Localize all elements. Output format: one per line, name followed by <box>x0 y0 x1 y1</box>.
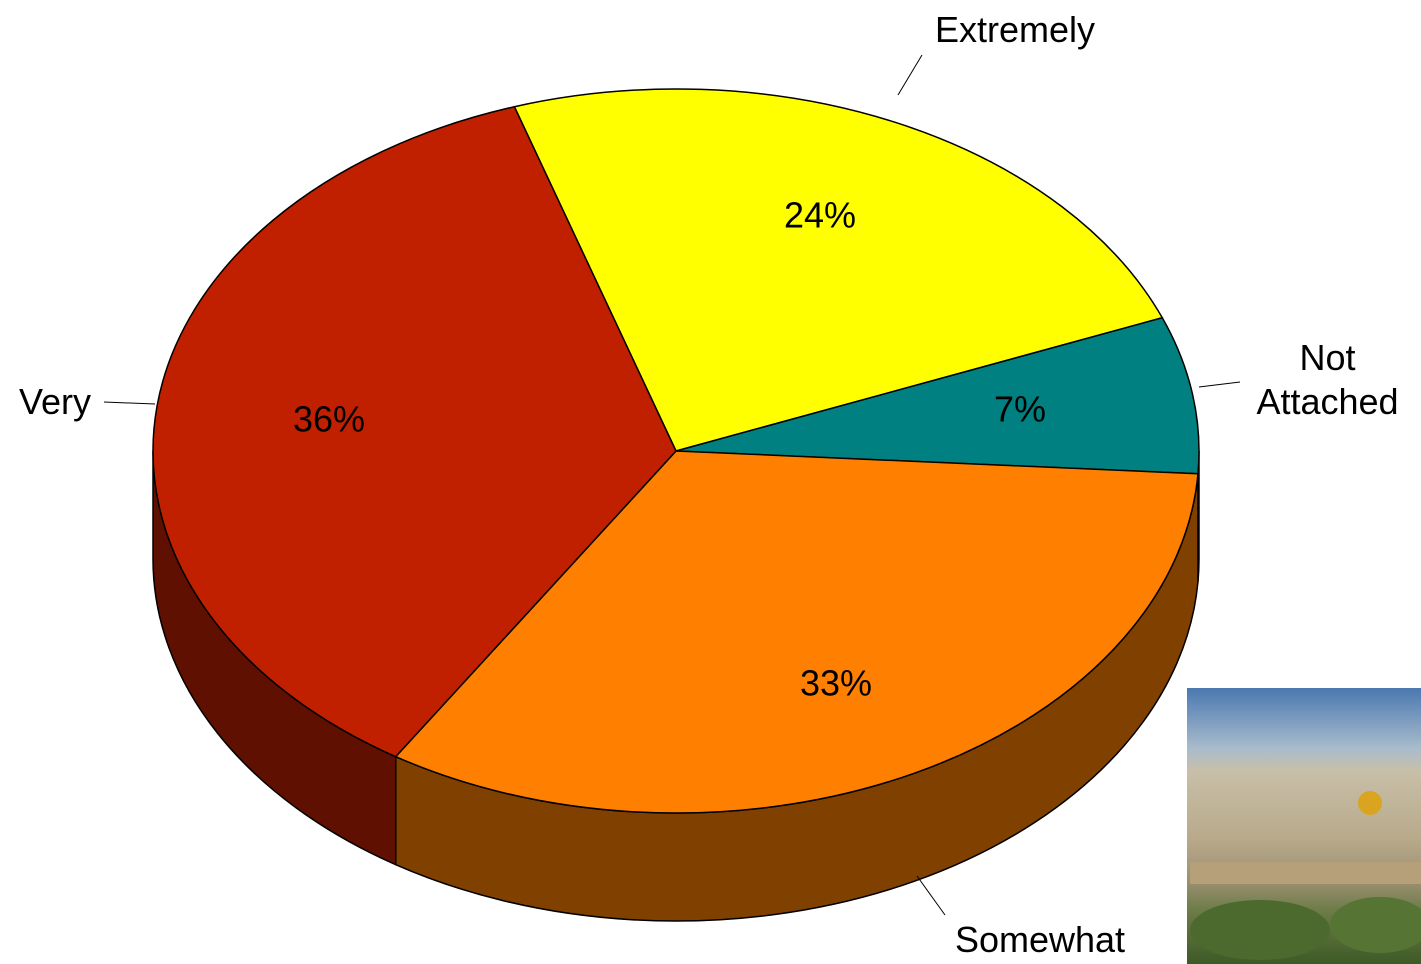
slice <box>394 450 1199 814</box>
value-label: 33% <box>800 663 872 704</box>
photo-tree <box>1190 900 1330 960</box>
category-label: Not Attached <box>1256 337 1399 422</box>
value-label: 7% <box>994 389 1046 430</box>
leader-line <box>1198 381 1241 388</box>
photo-dome <box>1358 791 1382 815</box>
photo-tree <box>1330 897 1421 953</box>
category-label: Extremely <box>934 9 1096 50</box>
photo <box>1187 688 1421 964</box>
leader-line <box>916 875 946 916</box>
slice <box>513 88 1164 452</box>
photo-wall <box>1190 862 1421 884</box>
value-label: 36% <box>293 399 365 440</box>
slice <box>152 105 677 758</box>
slice <box>675 316 1200 475</box>
category-label: Very <box>18 381 92 422</box>
value-label: 24% <box>784 195 856 236</box>
category-label: Somewhat <box>954 919 1126 960</box>
leader-line <box>897 54 923 96</box>
leader-line <box>103 401 156 405</box>
pie <box>152 88 1200 922</box>
